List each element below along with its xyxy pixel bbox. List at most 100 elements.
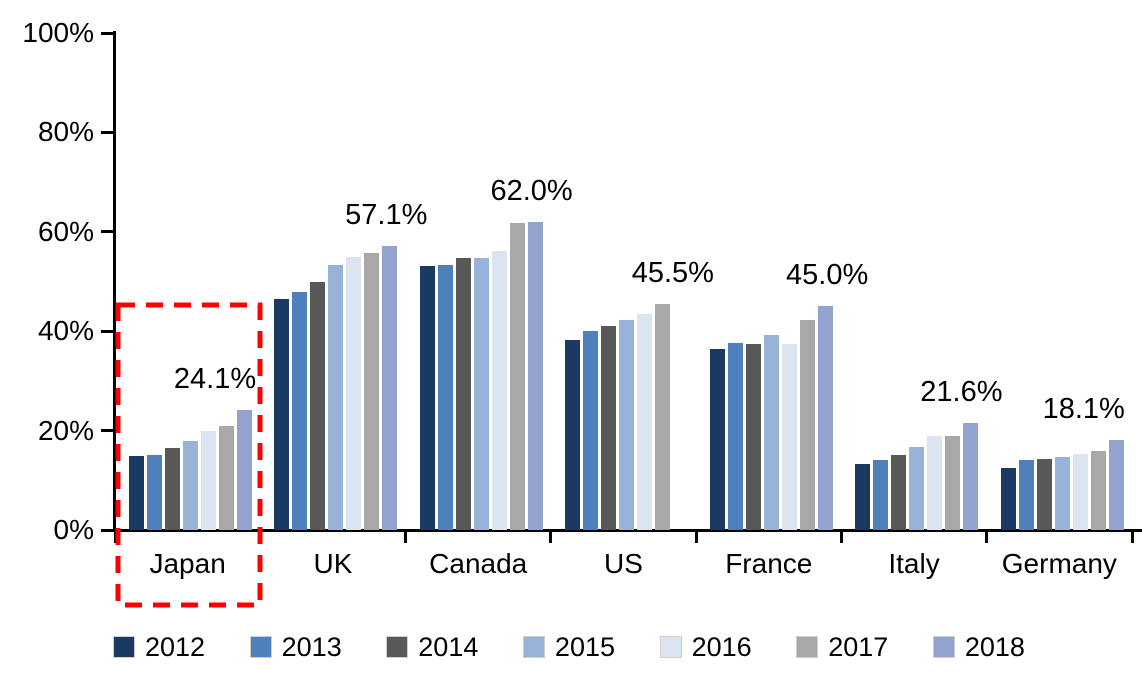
legend-swatch-2018: [932, 636, 955, 658]
bar-us-2017: [654, 303, 670, 530]
bar-germany-2017: [1090, 451, 1106, 530]
legend-swatch-2012: [113, 636, 135, 658]
legend-swatch-2015: [522, 636, 545, 658]
y-tick-label: 0%: [53, 514, 94, 545]
y-tick-mark: [101, 130, 114, 134]
legend-label-2012: 2012: [145, 632, 206, 662]
y-tick-mark: [101, 528, 114, 532]
y-tick-label: 80%: [37, 116, 94, 148]
x-tick-mark: [113, 530, 117, 543]
x-tick-mark: [404, 530, 408, 543]
bar-japan-2013: [147, 454, 162, 530]
bar-italy-2015: [909, 446, 925, 530]
bar-group-germany: 18.1%: [987, 33, 1132, 530]
bar-canada-2016: [491, 251, 507, 530]
x-tick-mark: [839, 530, 843, 543]
bar-france-2016: [782, 344, 798, 530]
bar-us-2015: [618, 320, 634, 530]
bar-italy-2018: [963, 422, 979, 530]
legend: 2012 2013 2014 2015 2016 2017 2018: [113, 632, 1025, 662]
legend-label-2013: 2013: [281, 632, 342, 662]
data-label-canada: 62.0%: [490, 174, 573, 207]
bar-germany-2018: [1108, 440, 1124, 530]
legend-swatch-2013: [249, 636, 272, 658]
highlight-box: [115, 302, 263, 608]
bar-japan-2018: [237, 410, 252, 530]
y-tick-mark: [101, 329, 114, 333]
y-tick-label: 100%: [22, 17, 94, 48]
bar-uk-2016: [346, 257, 362, 530]
bar-canada-2018: [527, 221, 543, 530]
legend-item-2014: 2014: [386, 633, 478, 661]
data-label-germany: 18.1%: [1042, 393, 1125, 426]
y-tick-mark: [101, 429, 114, 433]
bar-us-2013: [582, 331, 598, 530]
category-label-canada: Canada: [429, 548, 528, 579]
bar-germany-2014: [1036, 458, 1052, 530]
bar-japan-2012: [129, 455, 144, 530]
bar-france-2017: [800, 319, 816, 530]
legend-item-2016: 2016: [659, 632, 752, 662]
legend-item-2017: 2017: [796, 633, 888, 661]
y-tick-label: 20%: [37, 414, 94, 446]
bar-canada-2012: [419, 266, 435, 530]
bar-italy-2014: [891, 454, 907, 530]
category-label-uk: UK: [313, 548, 353, 579]
bar-germany-2015: [1054, 457, 1070, 530]
legend-label-2016: 2016: [691, 632, 752, 662]
legend-item-2012: 2012: [113, 633, 205, 661]
bar-group-japan: 24.1%: [115, 33, 260, 530]
bar-uk-2014: [310, 282, 326, 530]
data-label-france: 45.0%: [786, 259, 869, 292]
category-label-italy: Italy: [888, 548, 940, 579]
category-label-japan: Japan: [149, 548, 226, 579]
bar-canada-2014: [455, 257, 471, 530]
x-tick-mark: [985, 530, 989, 543]
y-tick-mark: [101, 31, 114, 35]
legend-label-2018: 2018: [964, 632, 1025, 662]
bar-germany-2016: [1072, 454, 1088, 530]
data-label-italy: 21.6%: [920, 375, 1003, 408]
bar-japan-2016: [201, 431, 216, 530]
bar-germany-2013: [1018, 460, 1034, 530]
y-tick-label: 40%: [37, 315, 94, 347]
x-axis: [101, 529, 1142, 532]
bar-uk-2018: [382, 246, 398, 530]
plot-area: 24.1% 57.1% 62.0% 45.5% 45.0% 21.6% 18.1%: [115, 33, 1132, 530]
category-label-germany: Germany: [1001, 548, 1117, 579]
x-tick-mark: [1130, 530, 1134, 543]
bar-us-2014: [600, 325, 616, 530]
data-label-us: 45.5%: [631, 256, 714, 289]
legend-item-2013: 2013: [249, 632, 342, 662]
bar-italy-2012: [855, 464, 871, 530]
bar-japan-2015: [183, 440, 198, 530]
bar-japan-2014: [165, 448, 180, 530]
bar-group-france: 45.0%: [696, 33, 868, 530]
bar-canada-2017: [509, 223, 525, 530]
bar-us-2016: [636, 313, 652, 530]
legend-swatch-2017: [796, 636, 819, 658]
data-label-japan: 24.1%: [173, 363, 257, 396]
legend-swatch-2016: [659, 636, 682, 658]
bar-france-2012: [710, 348, 726, 530]
legend-item-2018: 2018: [932, 632, 1025, 662]
bar-group-italy: 21.6%: [841, 33, 1003, 530]
bar-us-2012: [564, 340, 580, 530]
bar-group-canada: 62.0%: [406, 33, 573, 530]
bar-uk-2017: [364, 253, 380, 530]
bar-uk-2012: [274, 299, 290, 530]
x-tick-mark: [694, 530, 698, 543]
bar-france-2018: [818, 306, 834, 530]
legend-swatch-2014: [386, 636, 409, 658]
bar-group-uk: 57.1%: [260, 33, 427, 530]
bar-canada-2013: [437, 264, 453, 530]
bar-group-us: 45.5%: [551, 33, 714, 530]
y-axis: [113, 31, 116, 532]
y-tick-label: 60%: [37, 215, 94, 247]
bar-france-2014: [746, 343, 762, 530]
bar-italy-2016: [927, 436, 943, 530]
category-label-france: France: [725, 548, 813, 579]
bar-italy-2017: [945, 435, 961, 530]
bar-italy-2013: [873, 459, 889, 530]
